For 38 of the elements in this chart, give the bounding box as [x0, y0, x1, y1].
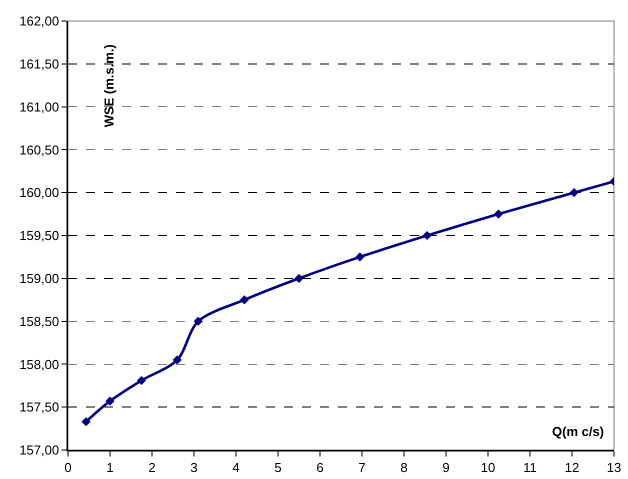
x-tick-label: 6 [316, 460, 324, 475]
point [172, 355, 182, 364]
y-tick-label: 158,00 [19, 356, 60, 372]
x-tick-label: 12 [564, 460, 580, 475]
x-axis-title: Q(m c/s) [552, 424, 604, 439]
y-tick-label: 158,50 [19, 314, 60, 329]
y-tick-label: 157,00 [19, 442, 60, 458]
x-tick-label: 0 [64, 460, 72, 475]
y-axis-title: WSE (m.s.m.) [102, 44, 117, 128]
x-tick-label: 11 [523, 460, 537, 475]
y-tick-label: 162,00 [19, 14, 60, 29]
point [194, 316, 203, 326]
x-tick-label: 1 [106, 460, 114, 475]
point [82, 417, 91, 426]
x-tick-label: 10 [480, 460, 496, 475]
point [422, 230, 432, 240]
point [570, 188, 579, 198]
y-tick-label: 159,00 [19, 270, 60, 286]
y-tick-label: 160,50 [19, 142, 60, 158]
y-tick-label: 161,00 [19, 99, 60, 114]
point [294, 274, 304, 283]
y-tick-label: 159,50 [19, 228, 60, 244]
x-tick-label: 4 [232, 460, 240, 475]
x-tick-label: 7 [358, 460, 366, 475]
x-tick-label: 3 [190, 460, 198, 475]
y-tick-label: 161,50 [19, 56, 60, 72]
point [105, 396, 115, 406]
x-tick-label: 9 [442, 460, 450, 475]
x-tick-label: 13 [606, 460, 622, 475]
point [240, 295, 249, 304]
point [494, 210, 504, 219]
x-tick-label: 5 [274, 460, 282, 475]
y-tick-label: 160,00 [19, 185, 60, 200]
y-tick-label: 157,50 [19, 400, 60, 415]
x-tick-label: 2 [148, 460, 156, 475]
point [355, 252, 364, 262]
point [136, 376, 146, 386]
x-tick-label: 8 [400, 460, 408, 475]
